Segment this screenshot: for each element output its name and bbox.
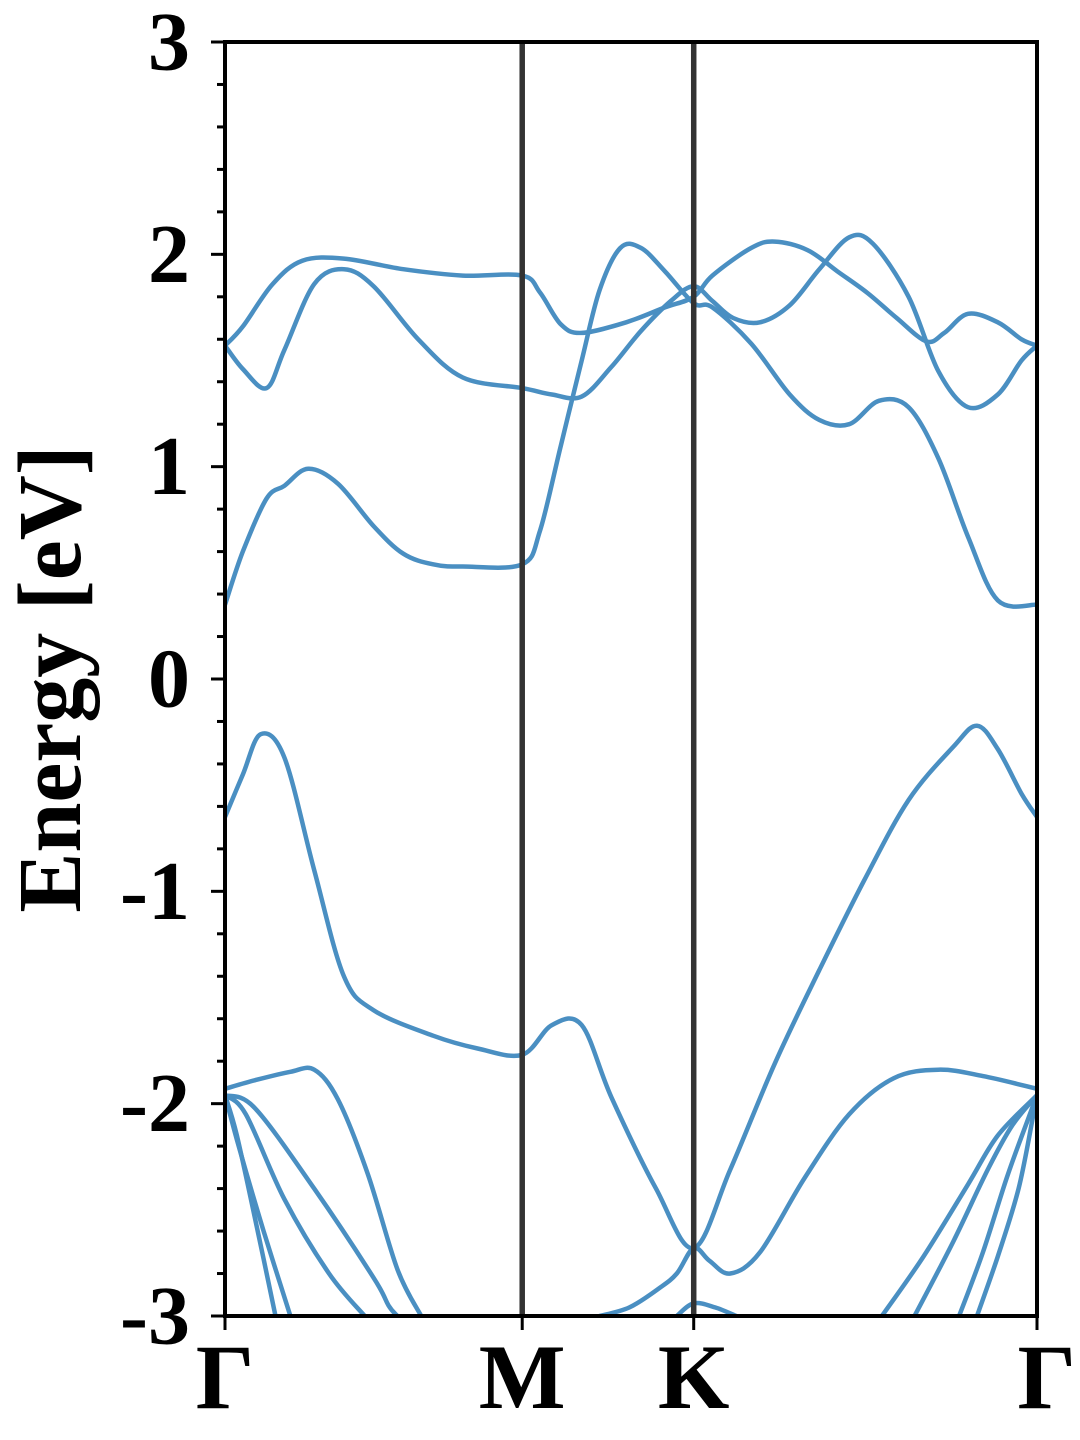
x-tick-label: Γ bbox=[196, 1326, 255, 1428]
band-12 bbox=[879, 1092, 1037, 1316]
y-tick-label: 3 bbox=[148, 0, 190, 89]
band-14 bbox=[956, 1092, 1037, 1316]
y-tick-label: -1 bbox=[120, 845, 190, 938]
band-4 bbox=[225, 723, 1037, 1251]
x-tick-label: Γ bbox=[1017, 1326, 1076, 1428]
y-axis-label: Energy [eV] bbox=[1, 445, 100, 912]
y-tick-label: 1 bbox=[148, 420, 190, 513]
high-symmetry-lines bbox=[519, 42, 697, 1316]
band-13 bbox=[912, 1092, 1037, 1316]
band-15 bbox=[974, 1092, 1037, 1316]
band-6 bbox=[597, 1067, 1037, 1316]
band-10 bbox=[225, 1092, 278, 1316]
x-tick-label: M bbox=[479, 1326, 566, 1428]
y-tick-label: 2 bbox=[148, 208, 190, 301]
band-lines bbox=[225, 232, 1037, 1316]
y-tick-label: 0 bbox=[148, 633, 190, 726]
y-axis-ticks bbox=[211, 40, 1039, 1330]
band-1 bbox=[225, 239, 1037, 348]
band-11 bbox=[674, 1300, 739, 1316]
y-tick-label: -3 bbox=[120, 1270, 190, 1363]
band-5 bbox=[225, 1065, 424, 1316]
band-2 bbox=[225, 232, 1037, 411]
plot-frame bbox=[223, 40, 1039, 1318]
band-7 bbox=[225, 1092, 400, 1316]
x-tick-label: K bbox=[658, 1326, 730, 1428]
band-3 bbox=[225, 241, 1037, 609]
band-8 bbox=[225, 1092, 367, 1316]
y-tick-labels: -3 -2 -1 0 1 2 3 bbox=[120, 0, 190, 1363]
y-tick-label: -2 bbox=[120, 1057, 190, 1150]
